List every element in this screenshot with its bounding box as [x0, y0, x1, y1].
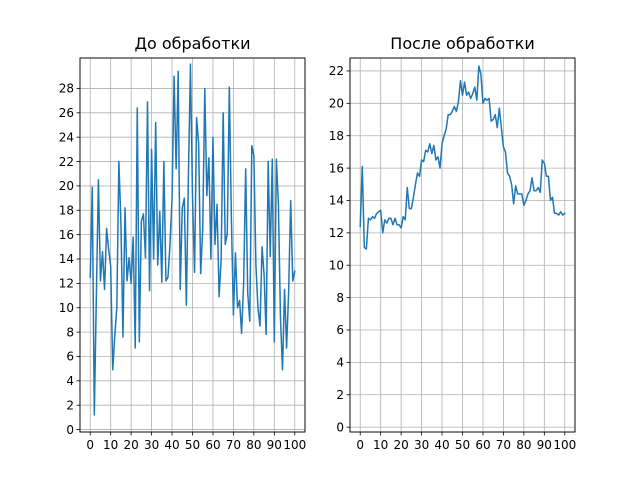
x-tick-label: 50	[185, 438, 200, 452]
x-tick-label: 40	[164, 438, 179, 452]
y-tick-label: 16	[59, 228, 74, 242]
y-tick-label: 8	[336, 291, 344, 305]
x-tick-label: 70	[226, 438, 241, 452]
series-line	[359, 65, 566, 250]
x-tick-label: 100	[283, 438, 306, 452]
y-tick-label: 22	[59, 155, 74, 169]
series-line	[89, 63, 296, 416]
y-tick-label: 0	[336, 420, 344, 434]
y-tick-label: 14	[329, 194, 344, 208]
x-tick-label: 30	[414, 438, 429, 452]
x-tick-label: 80	[516, 438, 531, 452]
y-tick-label: 12	[59, 277, 74, 291]
chart-title: После обработки	[390, 34, 534, 53]
y-tick-label: 4	[336, 356, 344, 370]
y-tick-label: 24	[59, 130, 74, 144]
y-tick-label: 22	[329, 64, 344, 78]
y-tick-label: 10	[59, 301, 74, 315]
y-tick-label: 20	[59, 179, 74, 193]
x-tick-label: 80	[246, 438, 261, 452]
y-tick-label: 6	[66, 350, 74, 364]
axes-border	[349, 57, 576, 433]
y-tick-label: 18	[329, 129, 344, 143]
x-tick-label: 10	[373, 438, 388, 452]
series	[89, 63, 296, 416]
x-tick-label: 100	[553, 438, 576, 452]
y-tick-label: 8	[66, 325, 74, 339]
x-tick-label: 40	[434, 438, 449, 452]
x-tick-label: 60	[205, 438, 220, 452]
y-tick-label: 2	[336, 388, 344, 402]
y-tick-label: 20	[329, 97, 344, 111]
y-tick-label: 28	[59, 82, 74, 96]
chart-title: До обработки	[134, 34, 250, 53]
x-tick-label: 50	[455, 438, 470, 452]
x-tick-label: 70	[496, 438, 511, 452]
y-tick-label: 14	[59, 252, 74, 266]
x-tick-label: 60	[475, 438, 490, 452]
axes-border	[79, 57, 306, 433]
x-tick-label: 20	[123, 438, 138, 452]
y-tick-label: 18	[59, 203, 74, 217]
x-tick-label: 90	[267, 438, 282, 452]
y-tick-label: 0	[66, 423, 74, 437]
grid	[350, 58, 575, 432]
ticks: 0 10 20 30 40 50 60 70 80 90 100 0 2 4 6 8 10 12 14 16 18 20 2…	[329, 64, 577, 452]
y-tick-label: 6	[336, 323, 344, 337]
y-tick-label: 12	[329, 226, 344, 240]
x-tick-label: 30	[144, 438, 159, 452]
y-tick-label: 4	[66, 374, 74, 388]
x-tick-label: 0	[356, 438, 364, 452]
chart-before-processing: 0 10 20 30 40 50 60 70 80 90 100024681012141618202…	[59, 34, 307, 452]
y-tick-label: 26	[59, 106, 74, 120]
x-tick-label: 20	[393, 438, 408, 452]
x-tick-label: 90	[537, 438, 552, 452]
ticks: 0 10 20 30 40 50 60 70 80 90 100024681012141618202…	[59, 82, 307, 452]
y-tick-label: 16	[329, 161, 344, 175]
series	[359, 65, 566, 250]
y-tick-label: 10	[329, 258, 344, 272]
x-tick-label: 10	[103, 438, 118, 452]
y-tick-label: 2	[66, 398, 74, 412]
x-tick-label: 0	[86, 438, 94, 452]
chart-after-processing: 0 10 20 30 40 50 60 70 80 90 100 0 2 4 6 8 10 12 14 16 18 20 2…	[329, 34, 577, 452]
